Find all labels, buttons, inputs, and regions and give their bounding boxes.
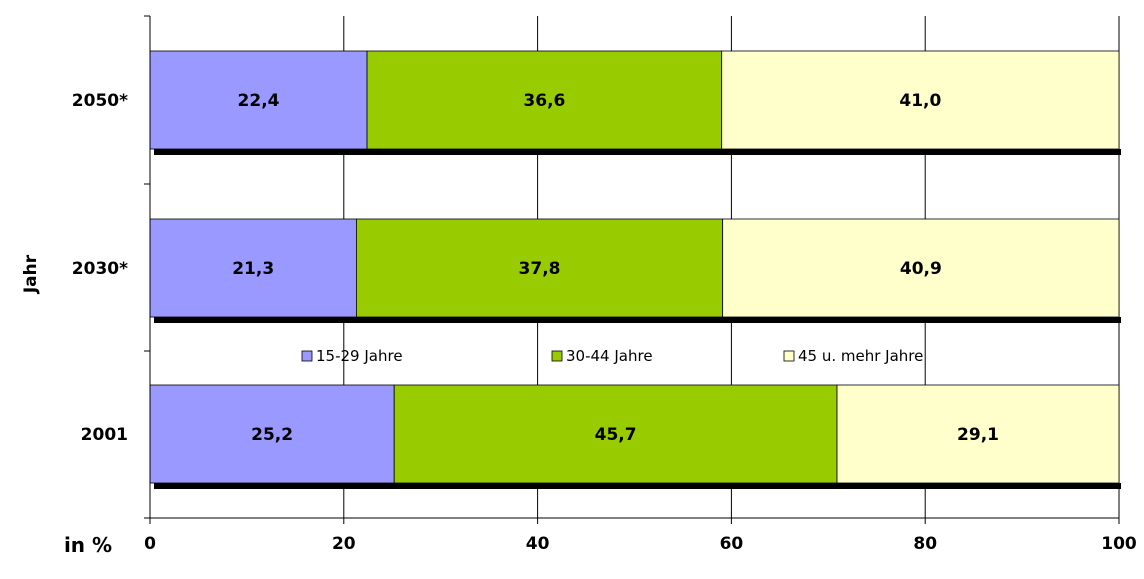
legend-label: 30-44 Jahre	[566, 347, 653, 365]
legend-label: 45 u. mehr Jahre	[798, 347, 923, 365]
axes	[144, 15, 1119, 519]
data-label: 36,6	[523, 91, 565, 111]
bar-segment	[836, 384, 1120, 484]
bar-segment	[149, 218, 357, 318]
bar-segment	[722, 218, 1120, 318]
data-label: 40,9	[900, 259, 942, 279]
x-ticks: 0 20 40 60 80 100	[144, 518, 1137, 554]
data-label: 29,1	[957, 425, 999, 445]
x-tick-label: 100	[1101, 534, 1137, 554]
category-label: 2050*	[72, 91, 128, 111]
data-label: 41,0	[899, 91, 941, 111]
legend: 15-29 Jahre 30-44 Jahre 45 u. mehr Jahre	[301, 347, 923, 365]
data-label: 22,4	[238, 91, 280, 111]
category-labels: 2050* 2030* 2001	[72, 91, 128, 445]
category-label: 2030*	[72, 259, 128, 279]
bar-shadow	[154, 483, 1121, 489]
x-tick-label: 20	[332, 534, 356, 554]
legend-label: 15-29 Jahre	[316, 347, 403, 365]
bar-segment	[149, 50, 368, 150]
x-tick-label: 40	[526, 534, 550, 554]
bar-segment	[366, 50, 723, 150]
bar-segment	[721, 50, 1120, 150]
data-label: 37,8	[519, 259, 561, 279]
x-tick-label: 60	[720, 534, 744, 554]
bar-segment	[149, 384, 395, 484]
bars: 22,4 36,6 41,0 21,3 37,8 40,9 25,2 45,7 29,1	[149, 50, 1121, 489]
x-tick-label: 0	[144, 534, 156, 554]
unit-label: in %	[64, 533, 112, 557]
legend-swatch	[783, 350, 795, 362]
data-label: 25,2	[251, 425, 293, 445]
legend-swatch	[551, 350, 563, 362]
data-label: 21,3	[232, 259, 274, 279]
legend-swatch	[301, 350, 313, 362]
category-label: 2001	[81, 425, 128, 445]
bar-shadow	[154, 149, 1121, 155]
data-label: 45,7	[595, 425, 637, 445]
bar-segment	[355, 218, 724, 318]
bar-shadow	[154, 317, 1121, 323]
y-axis-title: Jahr	[21, 254, 41, 294]
x-tick-label: 80	[913, 534, 937, 554]
